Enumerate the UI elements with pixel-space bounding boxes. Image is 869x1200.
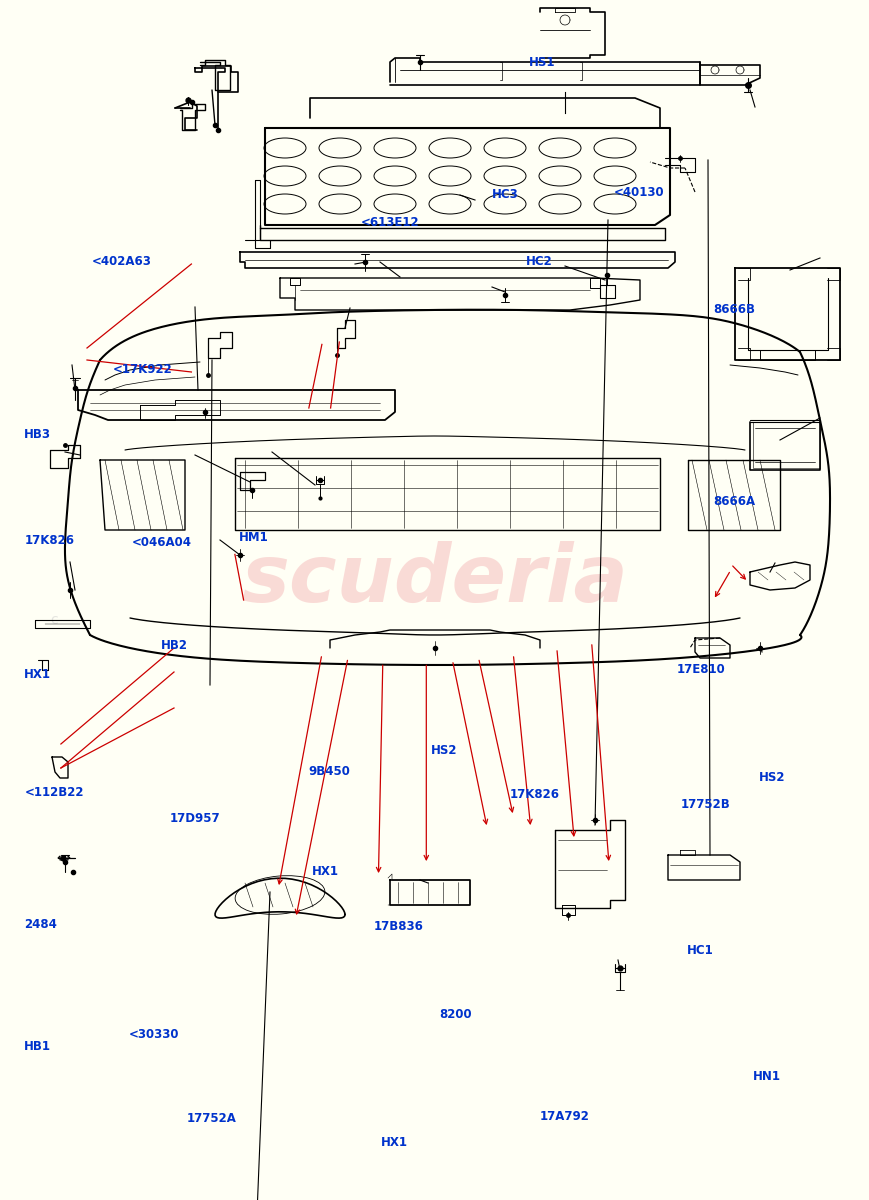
Text: HS2: HS2	[758, 772, 784, 784]
Text: <40130: <40130	[613, 186, 663, 198]
Text: HB1: HB1	[24, 1040, 51, 1052]
Text: HX1: HX1	[381, 1136, 408, 1148]
Text: 17A792: 17A792	[539, 1110, 588, 1122]
Text: HB2: HB2	[161, 640, 188, 652]
Text: HN1: HN1	[752, 1070, 779, 1082]
Text: <046A04: <046A04	[132, 536, 192, 548]
Text: 17752A: 17752A	[187, 1112, 236, 1124]
Text: <402A63: <402A63	[91, 256, 151, 268]
Text: 17K826: 17K826	[24, 534, 74, 546]
Text: 17B836: 17B836	[374, 920, 423, 932]
Text: <613E12: <613E12	[361, 216, 419, 228]
Text: HX1: HX1	[311, 865, 338, 877]
Text: 9B450: 9B450	[308, 766, 350, 778]
Text: 17D957: 17D957	[169, 812, 220, 824]
Text: <17K922: <17K922	[113, 364, 173, 376]
Text: 17752B: 17752B	[680, 798, 729, 810]
Text: HX1: HX1	[24, 668, 51, 680]
Text: HS1: HS1	[528, 56, 554, 68]
Text: scuderia: scuderia	[242, 541, 627, 619]
Text: HC1: HC1	[687, 944, 713, 956]
Text: 8200: 8200	[439, 1008, 472, 1020]
Text: 8666B: 8666B	[713, 304, 754, 316]
Text: <112B22: <112B22	[24, 786, 83, 798]
Text: HS2: HS2	[430, 744, 456, 756]
Text: <30330: <30330	[129, 1028, 179, 1040]
Text: 17K826: 17K826	[509, 788, 559, 800]
Text: 8666A: 8666A	[713, 496, 754, 508]
Text: HC3: HC3	[491, 188, 518, 200]
Text: HM1: HM1	[239, 532, 269, 544]
Text: 17E810: 17E810	[676, 664, 725, 676]
Text: HC2: HC2	[526, 256, 553, 268]
Text: 2484: 2484	[24, 918, 57, 930]
Text: c: c	[50, 613, 57, 626]
Text: HB3: HB3	[24, 428, 51, 440]
